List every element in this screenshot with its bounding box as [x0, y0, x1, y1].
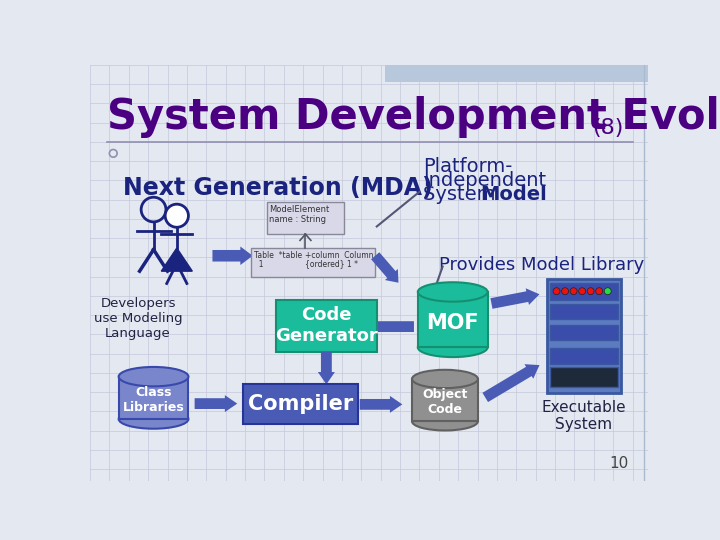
- Circle shape: [553, 288, 560, 295]
- Text: Class
Libraries: Class Libraries: [122, 386, 184, 414]
- Bar: [412, 379, 478, 421]
- Text: Platform-: Platform-: [423, 157, 513, 176]
- Circle shape: [570, 288, 577, 295]
- Text: Model: Model: [481, 185, 547, 204]
- Text: ModelElement: ModelElement: [269, 205, 329, 214]
- FancyArrow shape: [212, 247, 253, 265]
- Bar: [119, 377, 189, 419]
- Text: Object
Code: Object Code: [422, 388, 467, 416]
- FancyBboxPatch shape: [550, 348, 618, 363]
- FancyArrow shape: [490, 288, 539, 309]
- Ellipse shape: [418, 338, 487, 357]
- Text: 1: 1: [254, 260, 264, 268]
- Bar: [418, 292, 487, 347]
- FancyArrow shape: [482, 364, 539, 402]
- FancyBboxPatch shape: [276, 300, 377, 352]
- Text: {ordered} 1 *: {ordered} 1 *: [305, 260, 359, 268]
- Text: 10: 10: [609, 456, 629, 470]
- Polygon shape: [161, 248, 192, 271]
- Circle shape: [604, 288, 611, 295]
- FancyBboxPatch shape: [550, 325, 618, 340]
- Circle shape: [562, 288, 569, 295]
- FancyBboxPatch shape: [251, 248, 375, 278]
- Text: Developers
use Modeling
Language: Developers use Modeling Language: [94, 298, 182, 340]
- Ellipse shape: [418, 282, 487, 302]
- FancyArrow shape: [371, 252, 398, 283]
- Text: +column  Column: +column Column: [305, 251, 374, 260]
- Text: MOF: MOF: [426, 313, 479, 333]
- Ellipse shape: [119, 409, 189, 429]
- Text: Provides Model Library: Provides Model Library: [438, 256, 644, 274]
- FancyArrow shape: [360, 396, 402, 413]
- Text: name : String: name : String: [269, 215, 326, 224]
- Text: System: System: [423, 185, 502, 204]
- Text: Table  *table: Table *table: [254, 251, 302, 260]
- FancyBboxPatch shape: [550, 303, 618, 319]
- FancyArrow shape: [358, 318, 414, 335]
- Circle shape: [595, 288, 603, 295]
- FancyBboxPatch shape: [266, 202, 344, 234]
- Ellipse shape: [412, 412, 478, 430]
- FancyBboxPatch shape: [550, 367, 618, 387]
- Text: (8): (8): [593, 118, 624, 138]
- Circle shape: [579, 288, 585, 295]
- Ellipse shape: [119, 367, 189, 386]
- Circle shape: [165, 204, 189, 227]
- FancyBboxPatch shape: [547, 279, 621, 393]
- Text: Compiler: Compiler: [248, 394, 354, 414]
- Text: Executable
System: Executable System: [541, 400, 626, 432]
- Bar: [384, 65, 648, 82]
- Text: Independent: Independent: [423, 171, 546, 190]
- FancyBboxPatch shape: [550, 283, 618, 300]
- FancyArrow shape: [194, 395, 238, 412]
- Text: System Development Evolution: System Development Evolution: [107, 96, 720, 138]
- Text: Next Generation (MDA): Next Generation (MDA): [122, 177, 432, 200]
- FancyBboxPatch shape: [243, 384, 358, 424]
- Text: Code
Generator: Code Generator: [275, 306, 378, 345]
- Ellipse shape: [412, 370, 478, 388]
- Circle shape: [588, 288, 594, 295]
- FancyArrow shape: [318, 352, 335, 384]
